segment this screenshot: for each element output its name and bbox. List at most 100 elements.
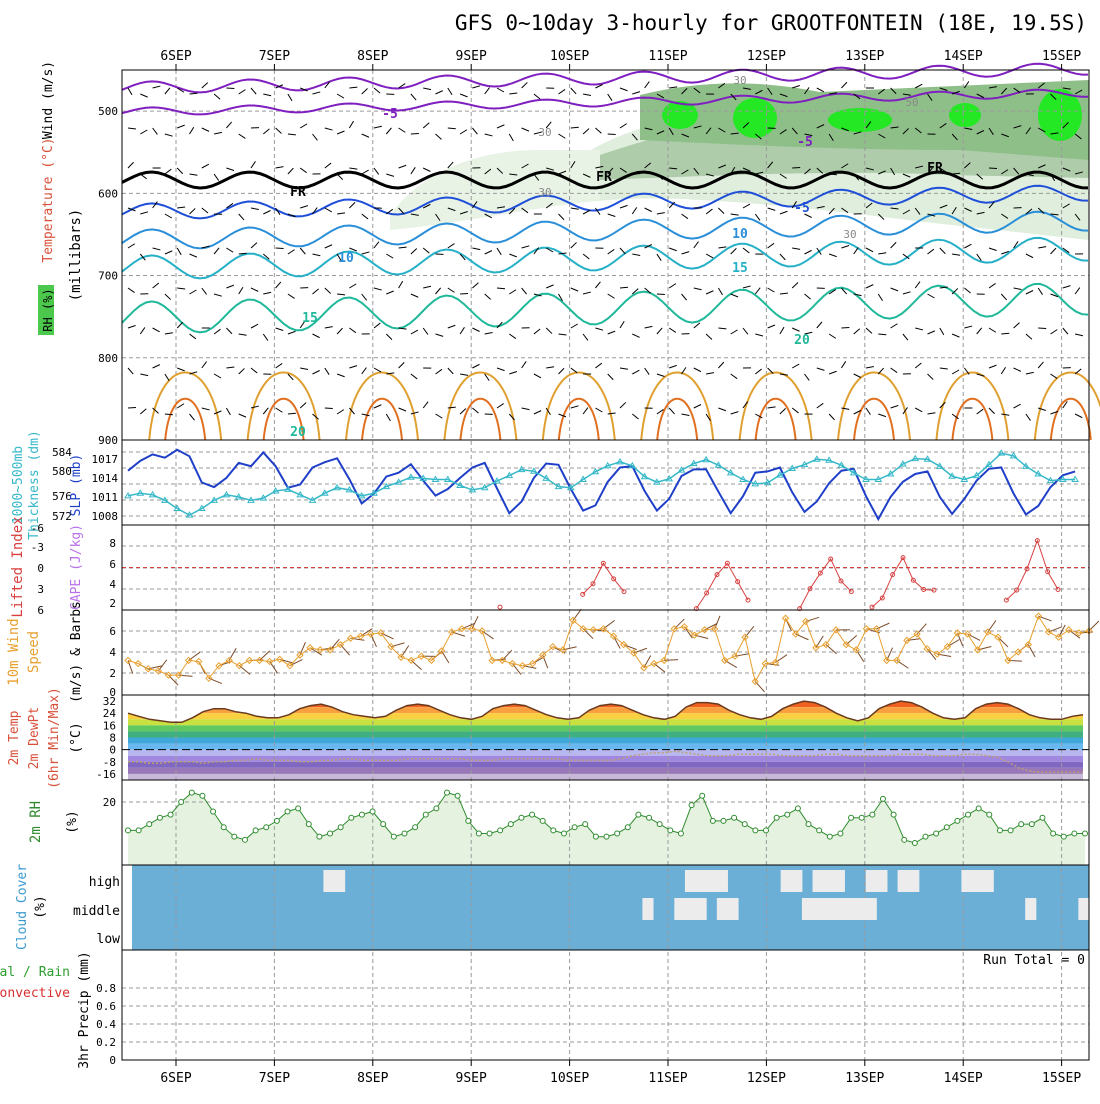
lifted-index-tick: 6 — [37, 604, 44, 617]
upper-wind-barb — [288, 94, 292, 101]
upper-wind-barb — [792, 328, 799, 331]
upper-wind-barb — [263, 94, 271, 96]
upper-wind-barb — [251, 208, 259, 210]
lifted-index-line — [800, 559, 852, 609]
upper-wind-barb — [928, 413, 936, 414]
upper-wind-barb — [571, 242, 577, 248]
upper-wind-barb — [829, 174, 837, 175]
upper-wind-barb — [423, 286, 431, 288]
upper-wind-barb — [202, 164, 209, 168]
precip-axis-label: 3hr Precip (mm) — [77, 951, 92, 1068]
contour-label: 10 — [338, 251, 354, 266]
middle-cloud-bar — [696, 898, 707, 920]
upper-wind-barb — [952, 334, 959, 337]
upper-wind-barb — [509, 334, 516, 339]
high-cloud-bar — [706, 870, 717, 892]
upper-wind-barb — [669, 248, 677, 251]
upper-wind-barb — [202, 128, 209, 131]
temp-band — [122, 731, 1089, 737]
upper-wind-barb — [829, 371, 837, 374]
upper-wind-barb — [891, 406, 899, 408]
upper-wind-barb — [731, 214, 739, 215]
cape-tick: 6 — [109, 558, 116, 571]
temp-2m-label: 2m Temp — [7, 710, 22, 765]
upper-wind-barb — [755, 288, 760, 294]
upper-wind-barb — [669, 365, 677, 368]
pressure-tick: 700 — [98, 270, 118, 283]
upper-wind-barb — [128, 88, 132, 95]
upper-wind-barb — [620, 287, 628, 288]
upper-wind-barb — [928, 331, 935, 334]
upper-wind-barb — [645, 82, 650, 88]
upper-wind-barb — [436, 334, 444, 336]
date-label-bottom: 9SEP — [456, 1071, 487, 1086]
upper-wind-barb — [1026, 334, 1032, 339]
upper-wind-barb — [780, 327, 784, 334]
upper-wind-barb — [177, 404, 184, 408]
date-label-bottom: 6SEP — [160, 1071, 191, 1086]
rh-2m-point — [774, 815, 779, 820]
upper-wind-barb — [226, 408, 230, 415]
upper-wind-barb — [349, 366, 357, 368]
precip-tick: 0 — [109, 1054, 116, 1067]
lifted-index-tick: 3 — [37, 583, 44, 596]
upper-wind-barb — [177, 248, 181, 255]
contour-label: -5 — [797, 135, 813, 150]
upper-wind-barb — [251, 88, 256, 94]
upper-wind-barb — [571, 288, 578, 291]
rh-units-label: (%) — [65, 810, 80, 833]
upper-wind-barb — [140, 94, 147, 97]
upper-wind-barb — [362, 294, 367, 300]
upper-wind-barb — [128, 368, 133, 374]
upper-wind-barb — [313, 254, 321, 256]
lifted-index-tick: 0 — [37, 562, 44, 575]
upper-wind-barb — [411, 249, 417, 254]
upper-wind-barb — [313, 134, 318, 140]
temp-band — [122, 719, 1089, 725]
upper-wind-barb — [669, 328, 676, 332]
rh-high-patch — [733, 98, 777, 138]
upper-wind-barb — [460, 94, 467, 97]
upper-wind-barb — [694, 323, 700, 328]
isotherm-30-dome — [362, 399, 402, 440]
isotherm-30-dome — [657, 399, 697, 440]
rh-2m-point — [296, 806, 301, 811]
upper-wind-barb — [854, 374, 861, 378]
thickness-layer-label: 1000~500mb — [11, 446, 26, 524]
chart-title: GFS 0~10day 3-hourly for GROOTFONTEIN (1… — [455, 11, 1087, 35]
upper-wind-barb — [915, 282, 920, 288]
upper-wind-barb — [694, 368, 701, 372]
high-cloud-bar — [961, 870, 972, 892]
high-cloud-bar — [717, 870, 728, 892]
rh-tick: 20 — [103, 796, 116, 809]
upper-wind-barb — [288, 331, 296, 334]
rh-2m-point — [657, 822, 662, 827]
rh-2m-point — [1040, 815, 1045, 820]
rh-2m-point — [636, 812, 641, 817]
upper-wind-barb — [239, 214, 244, 220]
temp-band — [122, 744, 1089, 750]
upper-wind-barb — [1038, 247, 1046, 248]
upper-wind-barb — [411, 374, 417, 379]
upper-wind-barb — [313, 289, 319, 294]
rh-2m-point — [764, 828, 769, 833]
upper-wind-barb — [964, 326, 972, 328]
upper-wind-barb — [854, 247, 859, 254]
rh-2m-point — [785, 812, 790, 817]
upper-wind-barb — [313, 334, 320, 338]
upper-wind-barb — [620, 248, 625, 254]
rh-2m-point — [328, 831, 333, 836]
rh-2m-point — [221, 825, 226, 830]
precip-tick: 0.6 — [96, 1000, 116, 1013]
upper-wind-barb — [1001, 414, 1009, 415]
upper-wind-barb — [841, 246, 849, 248]
rh-contour-label: 30 — [538, 186, 551, 199]
temp-band — [122, 762, 1089, 768]
high-cloud-bar — [834, 870, 845, 892]
upper-wind-barb — [731, 412, 739, 414]
rh-2m-point — [625, 825, 630, 830]
rh-2m-point — [572, 825, 577, 830]
upper-wind-barb — [190, 174, 198, 175]
middle-cloud-bar — [855, 898, 866, 920]
rh-2m-point — [966, 812, 971, 817]
